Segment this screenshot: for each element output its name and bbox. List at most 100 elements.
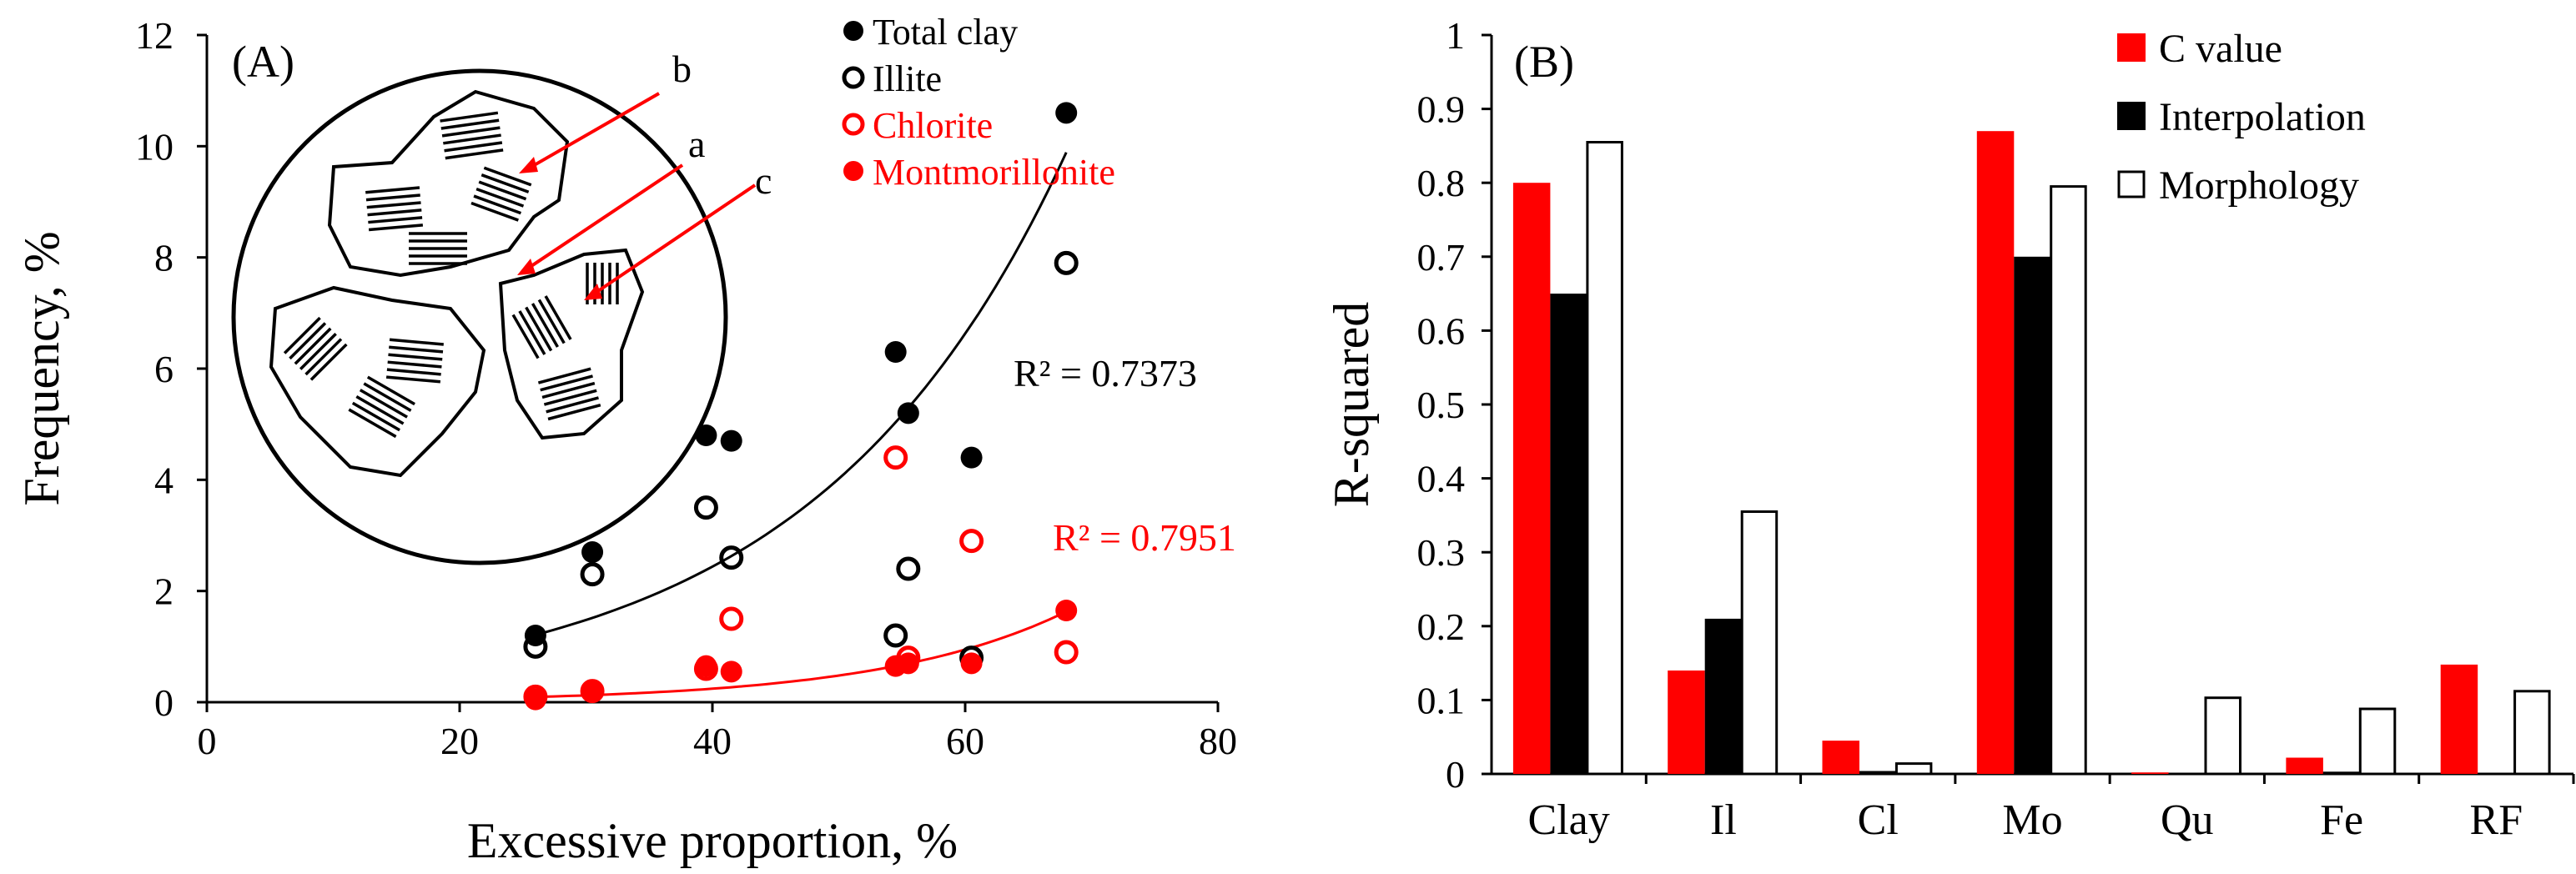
point-montmorillonite bbox=[581, 680, 604, 702]
point-montmorillonite bbox=[897, 652, 919, 675]
inset-label-b: b bbox=[672, 48, 692, 90]
a-y-tick-label: 12 bbox=[135, 14, 174, 57]
legend-label-chlorite: Chlorite bbox=[873, 105, 993, 146]
arrow-c bbox=[589, 183, 757, 298]
arrowhead-c bbox=[584, 284, 602, 300]
point-illite bbox=[719, 545, 744, 570]
legend-swatch-c-value bbox=[2117, 33, 2146, 62]
point-total-clay bbox=[581, 541, 604, 563]
a-y-tick-label: 6 bbox=[154, 348, 174, 390]
point-total-clay bbox=[960, 446, 983, 469]
point-chlorite bbox=[959, 529, 984, 554]
arrow-b bbox=[525, 92, 660, 172]
inset-label-c: c bbox=[755, 159, 772, 202]
clay-layer-hatch bbox=[537, 367, 601, 421]
category-label: Qu bbox=[2161, 796, 2214, 844]
clay-layer-hatch bbox=[385, 338, 444, 384]
bar-c-value-fe bbox=[2286, 757, 2323, 774]
a-x-tick-label: 0 bbox=[198, 720, 217, 762]
a-y-tick-label: 8 bbox=[154, 237, 174, 279]
a-x-axis-label: Excessive proportion, % bbox=[467, 813, 958, 868]
b-y-tick-label: 0.6 bbox=[1417, 309, 1466, 352]
point-total-clay bbox=[720, 429, 742, 452]
bar-c-value-cl bbox=[1822, 741, 1859, 774]
legend-label-c-value: C value bbox=[2159, 27, 2282, 71]
point-montmorillonite bbox=[524, 688, 546, 711]
clay-layer-hatch bbox=[511, 295, 572, 359]
a-y-tick-label: 0 bbox=[154, 681, 174, 724]
point-montmorillonite bbox=[1055, 600, 1078, 621]
a-x-tick-label: 40 bbox=[693, 720, 732, 762]
b-legend: C value Interpolation Morphology bbox=[2117, 27, 2366, 208]
clay-layer-hatch bbox=[470, 166, 532, 222]
a-x-tick-label: 60 bbox=[946, 720, 984, 762]
legend-label-montmorillonite: Montmorillonite bbox=[873, 152, 1115, 193]
inset-label-a: a bbox=[688, 123, 705, 165]
bar-morphology-il bbox=[1740, 510, 1779, 776]
point-montmorillonite bbox=[960, 652, 983, 675]
point-total-clay bbox=[695, 424, 717, 446]
particle-inset: b a c bbox=[231, 48, 772, 565]
trendline-montmorillonite bbox=[535, 610, 1067, 699]
a-y-tick-label: 4 bbox=[154, 459, 174, 501]
legend-label-interpolation: Interpolation bbox=[2159, 95, 2366, 139]
legend-marker-chlorite bbox=[842, 113, 865, 136]
inset-circle bbox=[231, 68, 728, 565]
legend-swatch-interpolation bbox=[2117, 102, 2146, 130]
point-illite bbox=[580, 562, 605, 587]
b-y-tick-label: 0.2 bbox=[1417, 605, 1466, 648]
category-label: Il bbox=[1710, 796, 1737, 844]
bar-interpolation-clay bbox=[1550, 294, 1587, 775]
clay-layer-hatch bbox=[409, 232, 467, 265]
b-panel-label: (B) bbox=[1514, 37, 1574, 87]
bar-interpolation-cl bbox=[1859, 771, 1897, 774]
a-y-tick-label: 10 bbox=[135, 125, 174, 168]
bar-c-value-qu bbox=[2131, 772, 2169, 774]
b-y-tick-label: 0.5 bbox=[1417, 384, 1466, 426]
a-x-tick-label: 80 bbox=[1199, 720, 1237, 762]
clay-layer-hatch bbox=[365, 186, 424, 232]
bar-c-value-mo bbox=[1976, 131, 2015, 774]
legend-label-morphology: Morphology bbox=[2159, 163, 2359, 208]
b-y-tick-label: 0.7 bbox=[1417, 236, 1466, 279]
bar-morphology-clay bbox=[1586, 141, 1623, 776]
bar-interpolation-qu bbox=[2168, 773, 2206, 774]
aggregate-left bbox=[269, 285, 486, 478]
b-y-tick-label: 0.4 bbox=[1417, 458, 1466, 500]
trend-label-total-clay: R² = 0.7373 bbox=[1014, 352, 1197, 394]
bar-c-value-rf bbox=[2440, 664, 2478, 774]
bar-c-value-clay bbox=[1512, 183, 1551, 774]
point-illite bbox=[883, 623, 908, 648]
b-y-tick-label: 0.9 bbox=[1417, 88, 1466, 131]
trend-label-montmorillonite: R² = 0.7951 bbox=[1053, 516, 1236, 559]
a-panel-label: (A) bbox=[232, 37, 294, 87]
b-y-tick-label: 0 bbox=[1446, 753, 1465, 796]
category-label: Mo bbox=[2002, 796, 2062, 844]
a-y-axis-label: Frequency, % bbox=[14, 231, 69, 505]
bar-interpolation-mo bbox=[2014, 256, 2051, 774]
legend-label-total-clay: Total clay bbox=[873, 12, 1018, 53]
scatter-panel-a: 0 20 40 60 80 0 2 4 6 8 10 12 (A) Excessive propor… bbox=[14, 12, 1237, 868]
point-illite bbox=[523, 634, 548, 659]
b-y-tick-label: 0.3 bbox=[1417, 531, 1466, 574]
clay-layer-hatch bbox=[440, 111, 504, 160]
arrowhead-a bbox=[517, 259, 536, 275]
b-y-tick-label: 0.1 bbox=[1417, 679, 1466, 721]
category-label: RF bbox=[2470, 796, 2523, 844]
bar-morphology-mo bbox=[2050, 185, 2087, 776]
bar-interpolation-rf bbox=[2478, 773, 2515, 774]
bar-panel-b: 0 0.1 0.2 0.3 0.4 0.5 0.6 0.7 0.8 0.9 1 Clay Il Cl Mo… bbox=[1324, 14, 2575, 844]
legend-swatch-morphology bbox=[2117, 170, 2146, 198]
aggregate-c bbox=[498, 248, 645, 440]
clay-layer-hatch bbox=[348, 375, 415, 439]
aggregate-b bbox=[327, 89, 570, 278]
arrow-a bbox=[522, 163, 684, 273]
legend-marker-montmorillonite bbox=[843, 161, 863, 181]
category-label: Cl bbox=[1858, 796, 1899, 844]
bar-morphology-qu bbox=[2204, 696, 2241, 776]
bar-morphology-cl bbox=[1894, 762, 1933, 776]
point-montmorillonite bbox=[720, 661, 742, 683]
point-illite bbox=[1054, 250, 1079, 275]
trendline-total-clay bbox=[535, 152, 1068, 636]
